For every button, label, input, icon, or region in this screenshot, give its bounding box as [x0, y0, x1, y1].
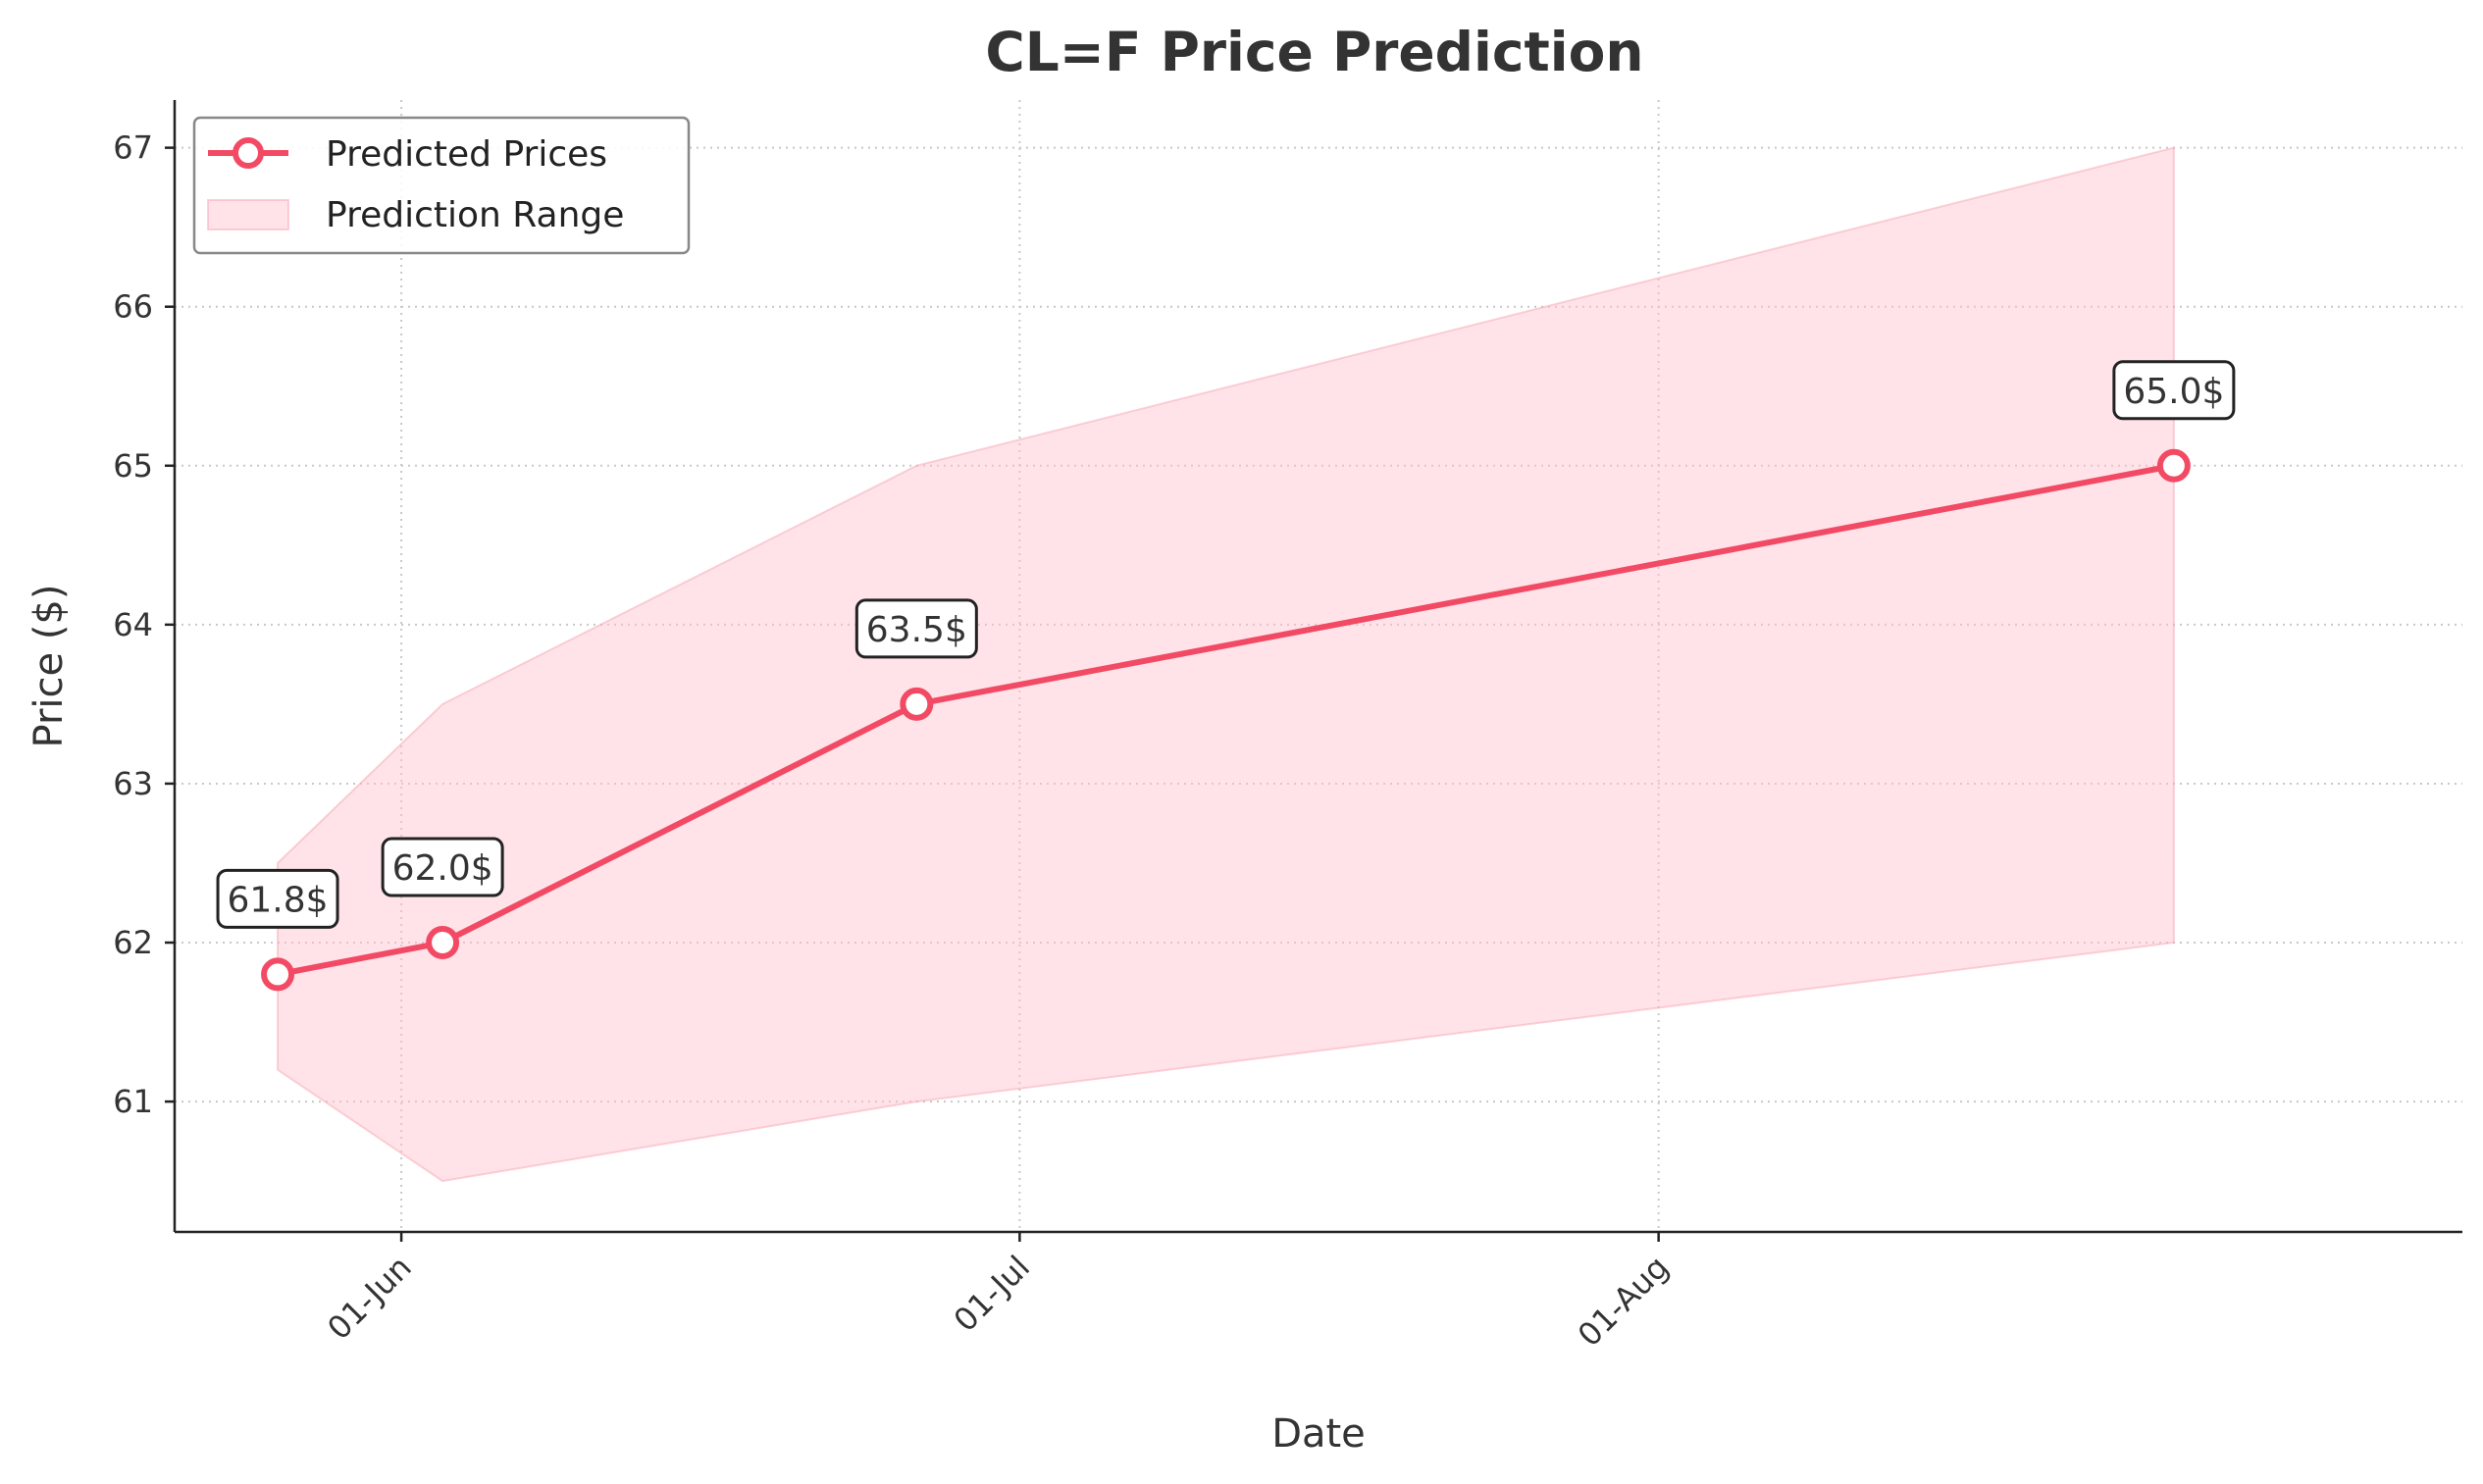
data-point — [2156, 448, 2191, 483]
legend-marker-swatch — [233, 137, 264, 169]
y-ticks: 61 62 63 64 65 66 67 — [113, 129, 175, 1120]
x-tick-label: 01-Jun — [320, 1249, 418, 1347]
legend-predicted-prices: Predicted Prices — [326, 134, 607, 175]
data-label: 65.0$ — [2112, 360, 2236, 421]
data-label: 62.0$ — [381, 837, 504, 897]
chart-title: CL=F Price Prediction — [985, 21, 1643, 83]
data-point — [426, 926, 460, 960]
data-label-text: 61.8$ — [228, 880, 329, 920]
data-labels: 61.8$ 62.0$ 63.5$ 65.0$ — [216, 360, 2236, 929]
x-tick-label: 01-Jul — [947, 1249, 1037, 1339]
data-label-text: 63.5$ — [866, 610, 967, 650]
y-tick-label: 62 — [113, 924, 153, 961]
data-label: 61.8$ — [216, 868, 339, 929]
y-tick-label: 67 — [113, 129, 153, 167]
legend: Predicted Prices Prediction Range — [192, 116, 691, 255]
y-tick-label: 64 — [113, 606, 153, 643]
predicted-prices-line — [277, 462, 2175, 978]
y-tick-label: 66 — [113, 288, 153, 326]
x-tick-label: 01-Aug — [1571, 1249, 1677, 1355]
y-tick-label: 65 — [113, 447, 153, 485]
x-ticks: 01-Jun 01-Jul 01-Aug — [320, 1232, 1676, 1354]
data-label-text: 65.0$ — [2123, 372, 2224, 412]
legend-frame — [192, 116, 691, 255]
data-label-text: 62.0$ — [392, 848, 493, 889]
data-label-box — [854, 598, 978, 659]
data-label-box — [381, 837, 504, 897]
y-axis-title: Price ($) — [26, 585, 72, 748]
y-tick-label: 63 — [113, 765, 153, 802]
data-label-box — [216, 868, 339, 929]
legend-prediction-range: Prediction Range — [326, 195, 624, 235]
prediction-range-area — [277, 146, 2175, 1183]
y-tick-label: 61 — [113, 1083, 153, 1120]
data-label: 63.5$ — [854, 598, 978, 659]
data-point — [261, 957, 295, 992]
x-axis-title: Date — [1271, 1411, 1366, 1457]
legend-range-swatch — [207, 199, 289, 230]
predicted-prices-points — [261, 448, 2191, 992]
data-point — [900, 687, 934, 721]
data-label-box — [2112, 360, 2236, 421]
axes — [173, 100, 2462, 1234]
